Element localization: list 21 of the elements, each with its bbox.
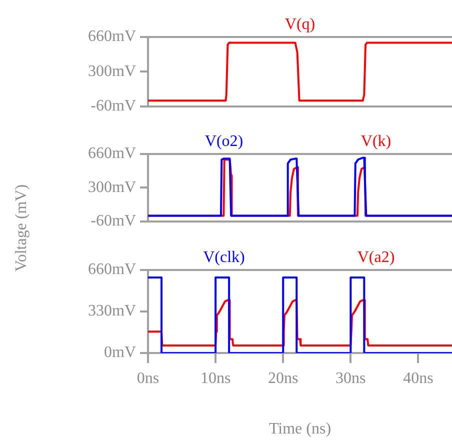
- series-label: V(k): [360, 133, 392, 150]
- series-label: V(clk): [203, 249, 245, 266]
- y-tick-label: 660mV: [88, 28, 136, 46]
- x-tick-label: 30ns: [336, 370, 366, 387]
- x-axis-title: Time (ns): [268, 420, 332, 438]
- y-tick-label: -60mV: [90, 212, 136, 230]
- y-tick-label: 660mV: [88, 261, 136, 278]
- y-tick-label: 660mV: [88, 145, 136, 162]
- y-tick-label: 300mV: [88, 178, 136, 196]
- y-tick-label: -60mV: [90, 98, 136, 115]
- x-tick-label: 0ns: [136, 370, 160, 387]
- series-label: V(q): [284, 16, 316, 34]
- y-tick-label: 0mV: [104, 344, 136, 362]
- x-tick-label: 10ns: [200, 370, 231, 387]
- text: V(a2): [357, 249, 395, 266]
- x-tick-label: 20ns: [268, 370, 298, 387]
- y-tick-label: 330mV: [88, 302, 136, 320]
- y-tick-label: 300mV: [88, 62, 136, 80]
- series-label: V(o2): [204, 133, 244, 150]
- y-axis-title: Voltage (mV): [13, 184, 31, 272]
- x-tick-label: 40ns: [403, 370, 434, 387]
